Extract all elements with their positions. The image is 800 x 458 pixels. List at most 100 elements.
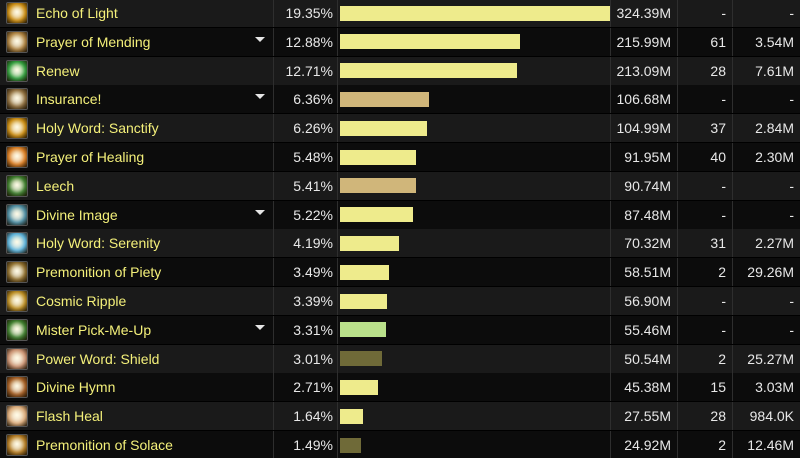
spell-name[interactable]: Divine Image [36,206,118,223]
spell-name-cell[interactable]: Holy Word: Serenity [0,229,274,258]
spell-name-cell[interactable]: Premonition of Solace [0,431,274,458]
percent-cell: 3.39% [274,287,338,315]
casts-cell: 15 [678,373,733,402]
spell-name-cell[interactable]: Power Word: Shield [0,344,274,373]
amount-cell: 213.09M [611,56,678,85]
casts-value: - [721,293,726,309]
table-row[interactable]: Premonition of Solace 1.49% 24.92M 2 12.46M [0,431,800,458]
percent-cell: 3.31% [274,315,338,344]
percent-value: 2.71% [293,379,333,396]
spell-name-cell[interactable]: Leech [0,171,274,200]
percent-bar [340,207,413,223]
casts-cell: - [678,315,733,344]
average-value: - [789,321,794,338]
table-row[interactable]: Power Word: Shield 3.01% 50.54M 2 25.27M [0,344,800,373]
casts-value: 61 [710,33,726,50]
spell-name-cell[interactable]: Renew [0,56,274,85]
spell-name-cell[interactable]: Mister Pick-Me-Up [0,315,274,344]
spell-name[interactable]: Divine Hymn [36,379,116,396]
spell-name-cell[interactable]: Prayer of Healing [0,143,274,171]
average-value: - [789,5,794,21]
spell-name[interactable]: Holy Word: Sanctify [36,120,159,137]
spell-name[interactable]: Mister Pick-Me-Up [36,321,152,338]
spell-name[interactable]: Insurance! [36,91,102,108]
table-row[interactable]: Holy Word: Serenity 4.19% 70.32M 31 2.27M [0,229,800,258]
percent-value: 5.41% [293,177,333,194]
amount-value: 213.09M [616,62,671,79]
spell-name[interactable]: Power Word: Shield [36,350,160,367]
spell-name-cell[interactable]: Holy Word: Sanctify [0,114,274,143]
average-cell: 2.30M [733,143,800,171]
spell-name-cell[interactable]: Premonition of Piety [0,258,274,287]
spell-name[interactable]: Holy Word: Serenity [36,235,161,252]
percent-value: 6.36% [293,91,333,108]
spell-name-cell[interactable]: Prayer of Mending [0,27,274,56]
spell-name-cell[interactable]: Divine Image [0,200,274,229]
expand-caret-icon[interactable] [255,36,265,42]
spell-name-cell[interactable]: Divine Hymn [0,373,274,402]
spell-icon [6,117,28,140]
spell-name[interactable]: Leech [36,177,75,194]
percent-cell: 2.71% [274,373,338,402]
percent-cell: 5.22% [274,200,338,229]
percent-value: 3.39% [293,293,333,309]
percent-value: 3.49% [293,264,333,281]
bar-cell [338,56,611,85]
percent-bar [340,437,361,453]
average-cell: 3.54M [733,27,800,56]
spell-icon [6,318,28,341]
casts-cell: 31 [678,229,733,258]
table-row[interactable]: Insurance! 6.36% 106.68M - - [0,85,800,114]
average-cell: - [733,0,800,27]
spell-icon [6,376,28,399]
percent-value: 5.22% [293,206,333,223]
average-value: 984.0K [749,408,794,425]
table-row[interactable]: Cosmic Ripple 3.39% 56.90M - - [0,287,800,315]
spell-name[interactable]: Prayer of Mending [36,33,151,50]
table-row[interactable]: Flash Heal 1.64% 27.55M 28 984.0K [0,402,800,431]
table-row[interactable]: Prayer of Mending 12.88% 215.99M 61 3.54M [0,27,800,56]
spell-name-cell[interactable]: Echo of Light [0,0,274,27]
table-row[interactable]: Renew 12.71% 213.09M 28 7.61M [0,56,800,85]
table-row[interactable]: Prayer of Healing 5.48% 91.95M 40 2.30M [0,143,800,171]
amount-cell: 58.51M [611,258,678,287]
spell-name-cell[interactable]: Cosmic Ripple [0,287,274,315]
casts-cell: - [678,85,733,114]
spell-name[interactable]: Premonition of Piety [36,264,162,281]
table-row[interactable]: Divine Image 5.22% 87.48M - - [0,200,800,229]
table-row[interactable]: Premonition of Piety 3.49% 58.51M 2 29.26M [0,258,800,287]
casts-value: 40 [710,149,726,165]
spell-name-cell[interactable]: Insurance! [0,85,274,114]
spell-icon [6,405,28,428]
expand-caret-icon[interactable] [255,209,265,215]
spell-name-cell[interactable]: Flash Heal [0,402,274,431]
table-row[interactable]: Mister Pick-Me-Up 3.31% 55.46M - - [0,315,800,344]
spell-name[interactable]: Cosmic Ripple [36,293,127,309]
average-cell: - [733,85,800,114]
spell-name[interactable]: Echo of Light [36,5,118,21]
table-row[interactable]: Divine Hymn 2.71% 45.38M 15 3.03M [0,373,800,402]
casts-cell: 2 [678,344,733,373]
percent-bar [340,379,378,395]
expand-caret-icon[interactable] [255,324,265,330]
spell-name[interactable]: Premonition of Solace [36,437,173,453]
percent-cell: 6.36% [274,85,338,114]
casts-value: - [721,91,726,108]
casts-cell: 28 [678,402,733,431]
average-value: 12.46M [747,437,794,453]
bar-cell [338,229,611,258]
spell-icon [6,434,28,456]
amount-cell: 55.46M [611,315,678,344]
spell-name[interactable]: Prayer of Healing [36,149,145,165]
average-value: 7.61M [755,62,794,79]
spell-name[interactable]: Renew [36,62,80,79]
amount-value: 104.99M [616,120,671,137]
expand-caret-icon[interactable] [255,94,265,100]
table-row[interactable]: Echo of Light 19.35% 324.39M - - [0,0,800,27]
amount-cell: 24.92M [611,431,678,458]
table-row[interactable]: Leech 5.41% 90.74M - - [0,171,800,200]
amount-cell: 50.54M [611,344,678,373]
spell-name[interactable]: Flash Heal [36,408,103,425]
table-row[interactable]: Holy Word: Sanctify 6.26% 104.99M 37 2.84M [0,114,800,143]
